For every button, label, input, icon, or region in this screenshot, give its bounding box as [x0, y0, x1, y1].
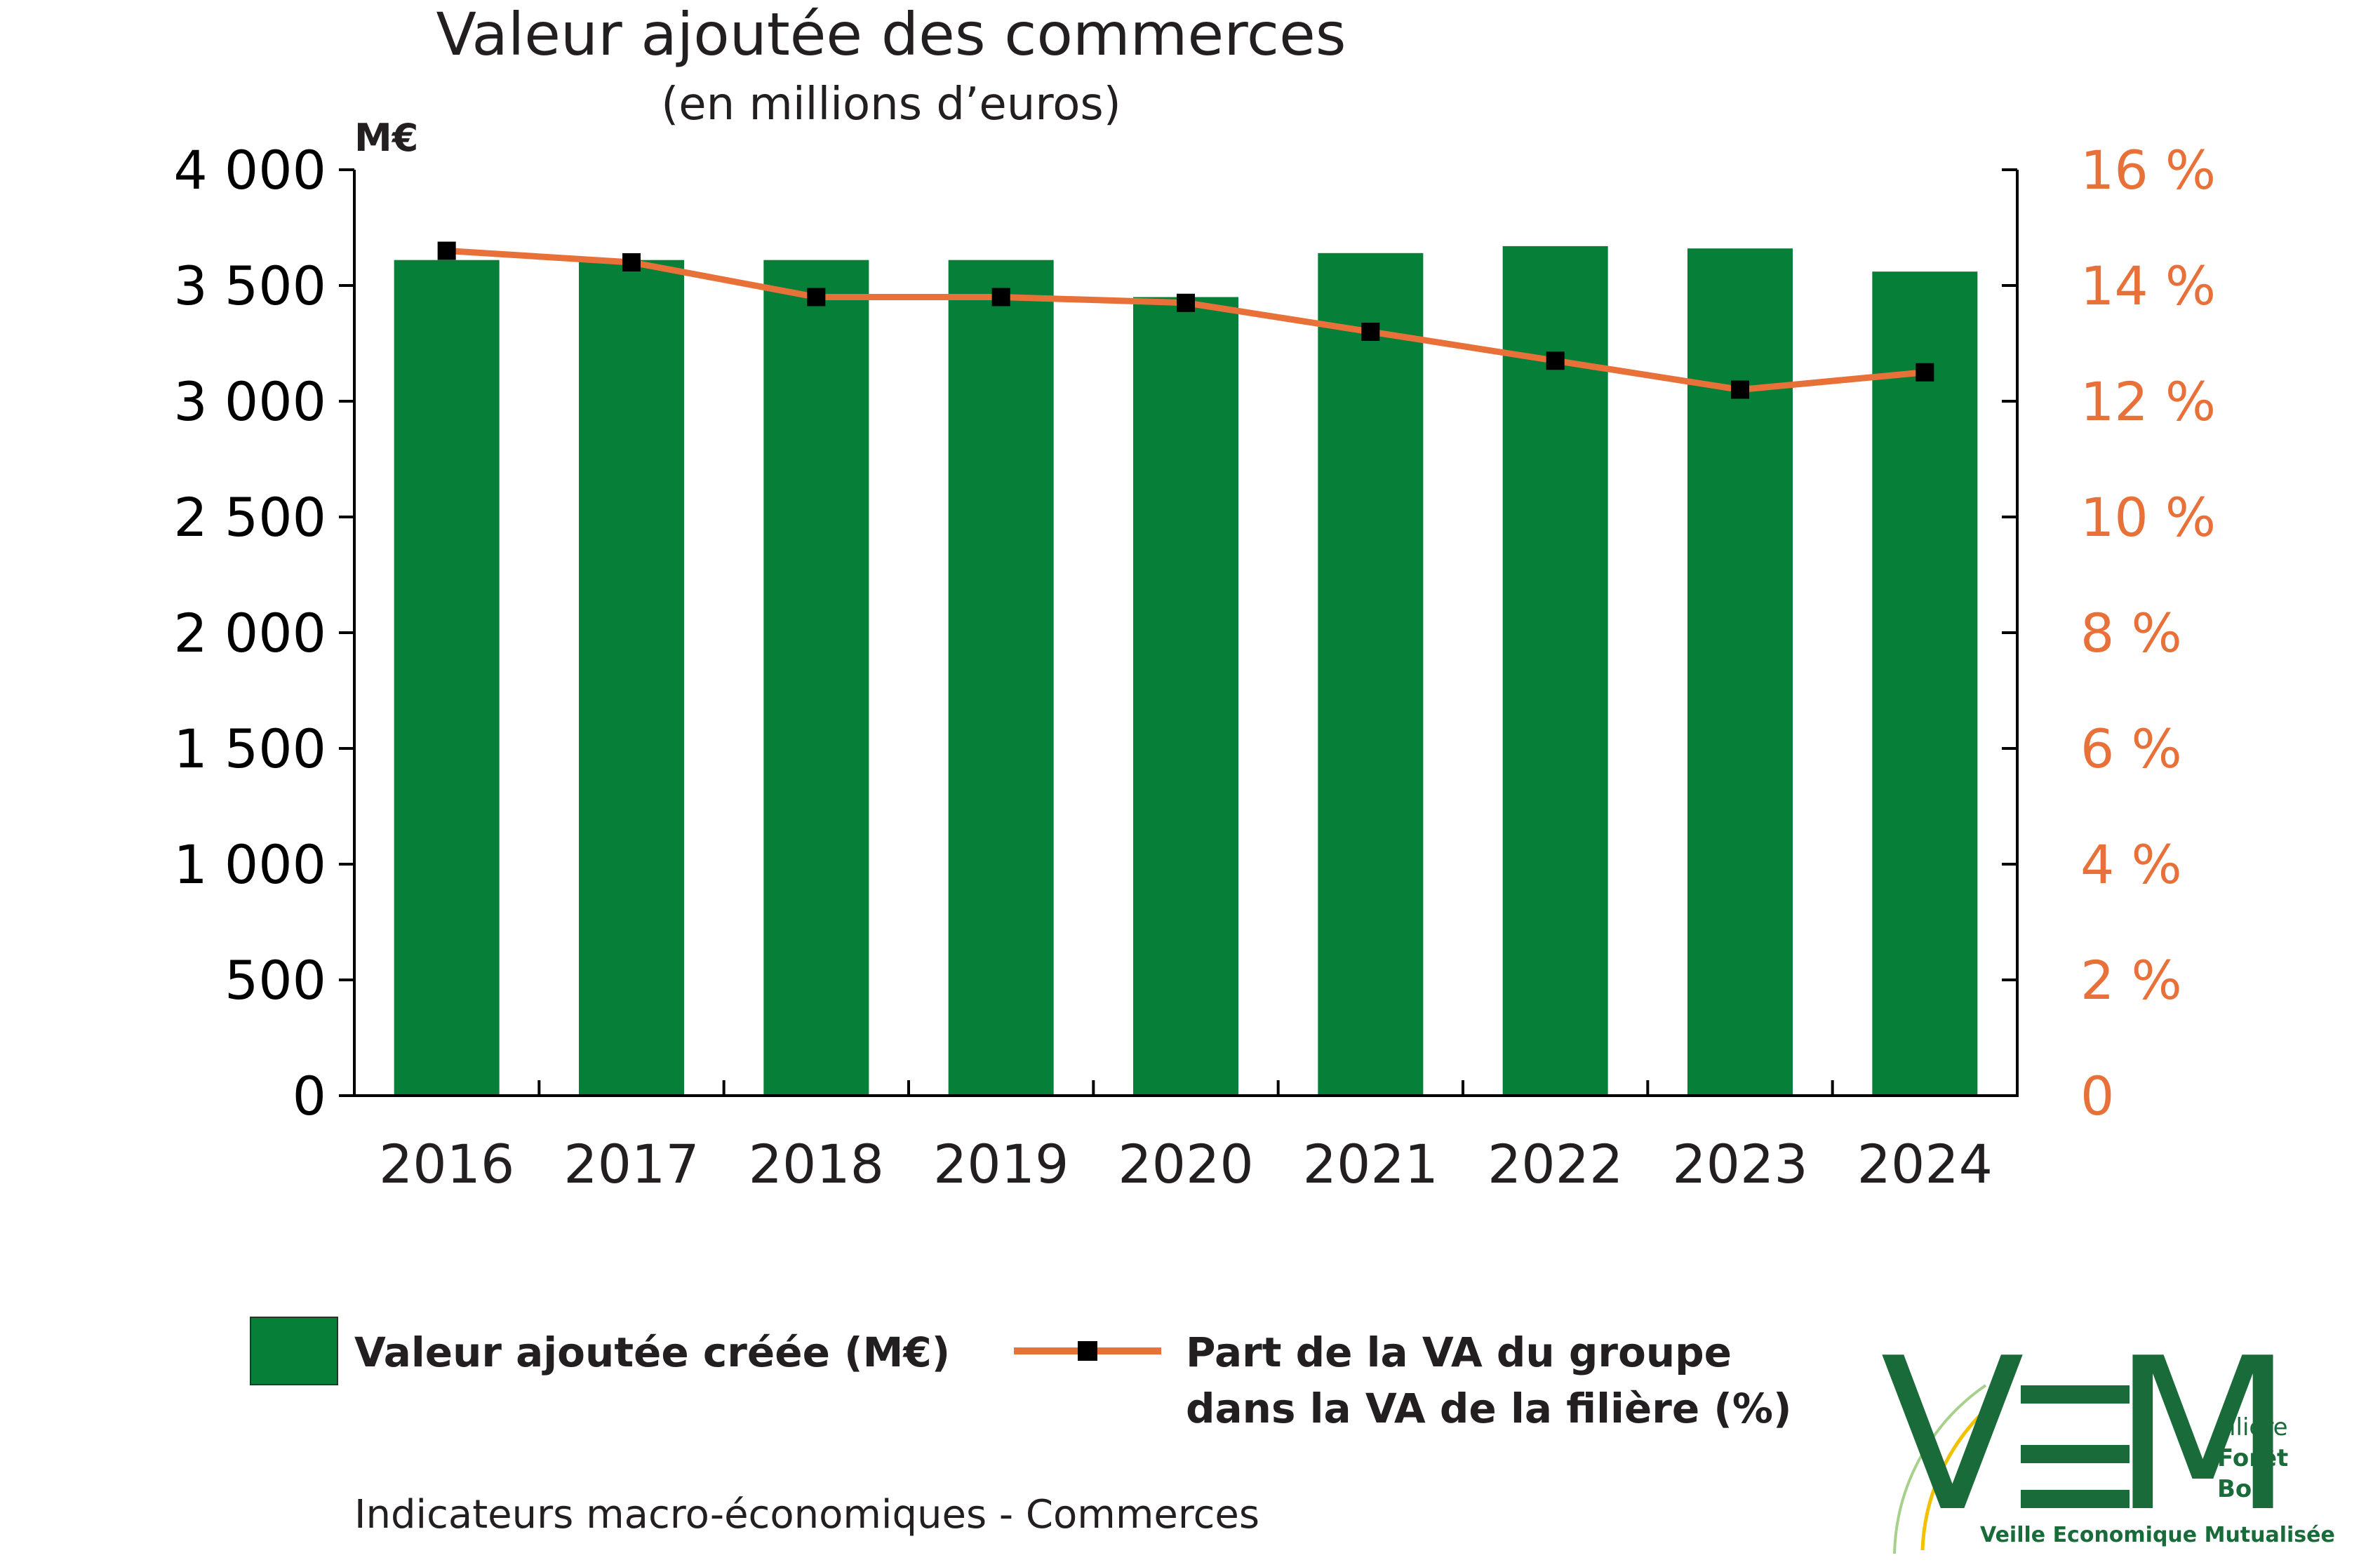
x-tick-label-2018: 2018 [749, 1133, 884, 1195]
bar-2021 [1318, 253, 1424, 1096]
y-axis-unit: M€ [354, 116, 418, 160]
logo-side-line-1: Filière [2217, 1413, 2288, 1441]
vem-logo: V M Filière Forêt Bois Veille Economique… [1880, 1313, 2335, 1558]
logo-letter-v: V [1880, 1313, 2025, 1558]
legend-label-bar: Valeur ajoutée créée (M€) [354, 1329, 950, 1376]
y-tick-label-right: 8 % [2080, 602, 2182, 664]
line-point-2023 [1731, 380, 1749, 399]
logo-arc-green [1893, 1384, 1987, 1554]
chart-title: Valeur ajoutée des commerces [436, 0, 1346, 69]
x-tick-label-2022: 2022 [1488, 1133, 1623, 1195]
x-tick-label-2024: 2024 [1857, 1133, 1993, 1195]
logo-side-line-3: Bois [2217, 1475, 2274, 1503]
y-tick-label-left: 4 000 [173, 139, 326, 201]
x-tick-label-2020: 2020 [1118, 1133, 1253, 1195]
bar-2020 [1133, 297, 1238, 1096]
legend-swatch-bar [250, 1317, 338, 1385]
logo-arc-yellow [1920, 1390, 2008, 1551]
y-tick-label-right: 0 [2080, 1065, 2114, 1127]
y-tick-label-right: 6 % [2080, 718, 2182, 780]
line-point-2019 [991, 288, 1010, 307]
y-tick-label-left: 1 500 [173, 718, 326, 780]
line-point-2017 [622, 253, 641, 271]
logo-e-bar-bottom [2021, 1490, 2130, 1508]
legend-swatch-marker [1078, 1341, 1097, 1361]
bar-2024 [1872, 271, 1978, 1096]
y-tick-label-right: 4 % [2080, 833, 2182, 896]
bars-group [394, 246, 1978, 1096]
line-point-2024 [1916, 363, 1934, 382]
logo-tagline: Veille Economique Mutualisée [1980, 1523, 2335, 1547]
x-tick-label-2019: 2019 [933, 1133, 1069, 1195]
legend: Valeur ajoutée créée (M€) Part de la VA … [250, 1317, 1792, 1432]
y-tick-label-left: 2 500 [173, 486, 326, 549]
bar-2016 [394, 260, 500, 1096]
line-point-2018 [807, 288, 826, 307]
footer-text: Indicateurs macro-économiques - Commerce… [354, 1492, 1259, 1538]
line-point-2022 [1546, 351, 1565, 370]
x-tick-label-2021: 2021 [1303, 1133, 1438, 1195]
logo-e-bar-top [2021, 1385, 2130, 1404]
y-ticks-right: 0 2 % 4 % 6 % 8 % 10 % 12 % 14 % 16 % [2002, 139, 2216, 1127]
line-point-2016 [437, 241, 456, 260]
bar-2019 [948, 260, 1054, 1096]
y-tick-label-left: 500 [225, 949, 326, 1011]
x-ticks: 2016 2017 2018 2019 2020 2021 2022 2023 2024 [379, 1080, 1993, 1195]
legend-label-line-1: Part de la VA du groupe [1186, 1329, 1732, 1376]
bar-2023 [1687, 248, 1793, 1096]
y-tick-label-right: 12 % [2080, 370, 2216, 433]
logo-side-line-2: Forêt [2217, 1444, 2288, 1472]
bar-2018 [763, 260, 869, 1096]
y-tick-label-right: 10 % [2080, 486, 2216, 549]
y-tick-label-left: 1 000 [173, 833, 326, 896]
line-series-group [437, 241, 1934, 399]
y-tick-label-right: 16 % [2080, 139, 2216, 201]
y-tick-label-right: 2 % [2080, 949, 2182, 1011]
chart-subtitle: (en millions d’euros) [661, 79, 1121, 130]
line-point-2021 [1361, 323, 1380, 341]
logo-e-bar-middle [2021, 1445, 2130, 1463]
y-tick-label-right: 14 % [2080, 255, 2216, 317]
y-tick-label-left: 0 [293, 1065, 326, 1127]
x-tick-label-2016: 2016 [379, 1133, 514, 1195]
y-tick-label-left: 3 500 [173, 255, 326, 317]
logo-letter-m: M [2112, 1313, 2294, 1558]
bar-2022 [1502, 246, 1608, 1096]
y-tick-label-left: 3 000 [173, 370, 326, 433]
bar-2017 [579, 260, 684, 1096]
x-tick-label-2023: 2023 [1672, 1133, 1807, 1195]
y-tick-label-left: 2 000 [173, 602, 326, 664]
x-tick-label-2017: 2017 [563, 1133, 699, 1195]
y-ticks-left: 0 500 1 000 1 500 2 000 2 500 3 000 3 500 4 000 [173, 139, 354, 1127]
legend-label-line-2: dans la VA de la filière (%) [1186, 1385, 1792, 1432]
line-point-2020 [1177, 293, 1195, 312]
